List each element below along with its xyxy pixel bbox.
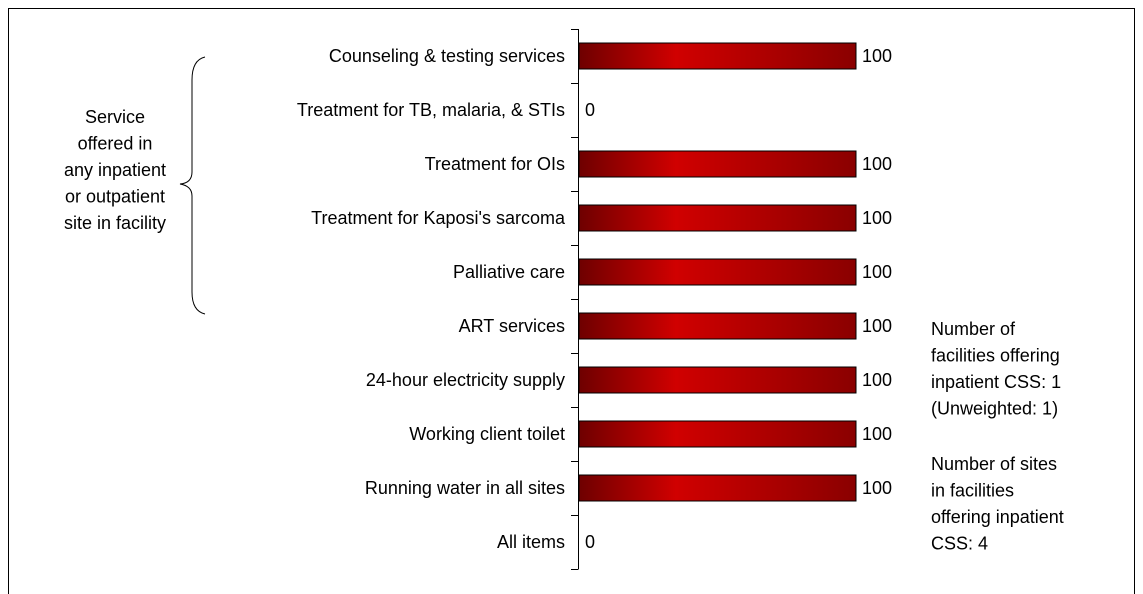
category-label: ART services	[459, 316, 565, 336]
annotation: Number of	[931, 319, 1016, 339]
value-label: 100	[862, 208, 892, 228]
category-label: Working client toilet	[409, 424, 565, 444]
bar	[578, 258, 857, 286]
value-label: 100	[862, 424, 892, 444]
bar	[578, 420, 857, 448]
category-label: Running water in all sites	[365, 478, 565, 498]
annotation: offering inpatient	[931, 507, 1064, 527]
category-label: Treatment for Kaposi's sarcoma	[311, 208, 566, 228]
category-label: Palliative care	[453, 262, 565, 282]
annotation: Number of sites	[931, 454, 1057, 474]
category-label: All items	[497, 532, 565, 552]
annotation: or outpatient	[65, 186, 165, 206]
category-label: Treatment for TB, malaria, & STIs	[297, 100, 565, 120]
annotation: site in facility	[64, 213, 166, 233]
category-label: 24-hour electricity supply	[366, 370, 565, 390]
bar	[578, 474, 857, 502]
annotation: in facilities	[931, 480, 1014, 500]
value-label: 100	[862, 316, 892, 336]
bar	[578, 366, 857, 394]
value-label: 100	[862, 478, 892, 498]
annotation: facilities offering	[931, 345, 1060, 365]
value-label: 100	[862, 370, 892, 390]
value-label: 100	[862, 154, 892, 174]
annotation: Service	[85, 107, 145, 127]
annotation: offered in	[78, 133, 153, 153]
category-label: Counseling & testing services	[329, 46, 565, 66]
bar	[578, 204, 857, 232]
bar	[578, 150, 857, 178]
value-label: 100	[862, 46, 892, 66]
bar	[578, 312, 857, 340]
frame	[8, 8, 1135, 594]
brace	[179, 56, 206, 315]
value-label: 0	[585, 100, 595, 120]
annotation: CSS: 4	[931, 533, 988, 553]
value-label: 100	[862, 262, 892, 282]
annotation: inpatient CSS: 1	[931, 372, 1061, 392]
bar	[578, 42, 857, 70]
value-label: 0	[585, 532, 595, 552]
annotation: (Unweighted: 1)	[931, 398, 1058, 418]
annotation: any inpatient	[64, 160, 166, 180]
category-label: Treatment for OIs	[425, 154, 565, 174]
